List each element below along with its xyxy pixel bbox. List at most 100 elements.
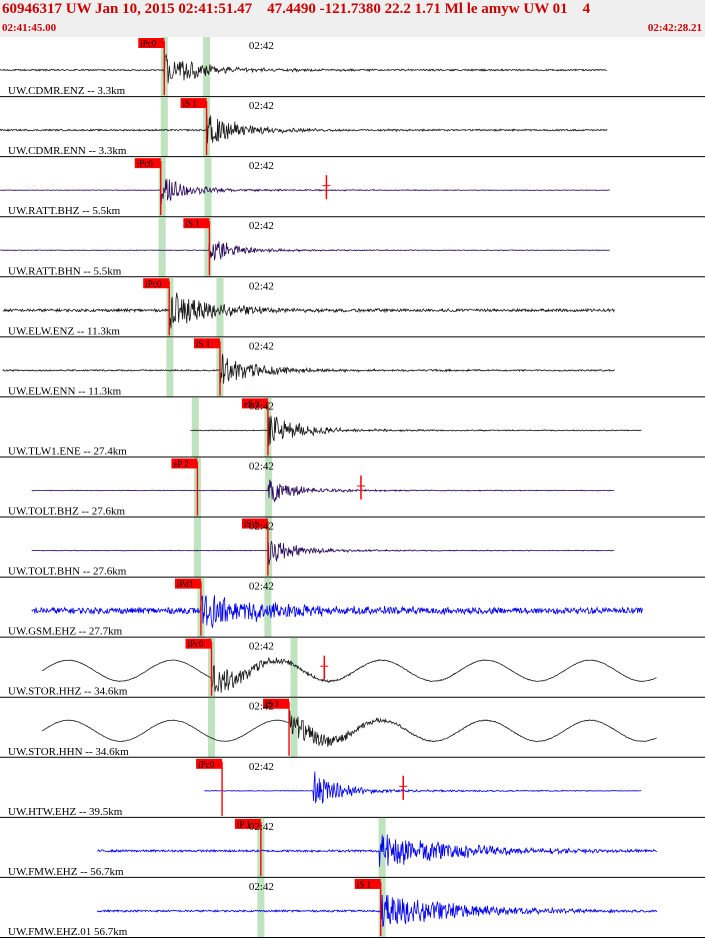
time-mark-label: 02:42: [249, 761, 274, 773]
phase-pick-label: iPc0: [145, 279, 162, 289]
phase-pick-label: iS 1: [244, 519, 258, 529]
time-mark-label: 02:42: [249, 40, 274, 52]
time-mark-label: 02:42: [249, 160, 274, 172]
station-label: UW.RATT.BHZ -- 5.5km: [8, 205, 121, 217]
waveform: [0, 241, 610, 261]
phase-pick-box: [134, 158, 161, 169]
end-time: 02:42:28.21: [647, 22, 702, 34]
phase-window: [257, 877, 265, 938]
phase-window: [166, 277, 174, 338]
phase-pick-label: iS 1: [196, 339, 210, 349]
trace-row: iPc0 02:42 UW.ELW.ENZ -- 11.3km: [0, 277, 705, 338]
phase-pick-box: [143, 278, 170, 289]
phase-pick-label: iPd1: [177, 579, 194, 589]
phase-pick-box: [234, 818, 261, 829]
phase-pick-label: eS 2: [244, 399, 260, 409]
time-mark-label: 02:42: [249, 100, 274, 112]
trace-row: iS 1 02:42 UW.CDMR.ENN -- 3.3km: [0, 97, 705, 158]
phase-pick-label: iPc0: [198, 759, 215, 769]
phase-pick-box: [171, 458, 198, 469]
waveform: [31, 595, 644, 628]
time-mark-label: 02:42: [249, 400, 274, 412]
phase-pick-label: iPc0: [137, 159, 154, 169]
time-mark-label: 02:42: [249, 581, 274, 593]
station-label: UW.TOLT.BHZ -- 27.6km: [8, 506, 125, 518]
waveform: [2, 353, 615, 384]
trace-row: iPd1 02:42 UW.GSM.EHZ -- 27.7km: [0, 577, 705, 638]
time-mark-label: 02:42: [249, 701, 274, 713]
time-mark-label: 02:42: [249, 521, 274, 533]
phase-pick-label: iP 1: [237, 819, 251, 829]
station-label: UW.STOR.HHZ -- 34.6km: [8, 686, 128, 698]
station-label: UW.RATT.BHN -- 5.5km: [8, 265, 122, 277]
phase-window: [264, 577, 272, 638]
phase-pick-label: iPc0: [140, 39, 157, 49]
trace-row: iS 102:42 UW.TOLT.BHN -- 27.6km: [0, 517, 705, 578]
time-mark-label: 02:42: [249, 460, 274, 472]
station-label: UW.ELW.ENN -- 11.3km: [8, 385, 122, 397]
station-label: UW.GSM.EHZ -- 27.7km: [8, 626, 123, 638]
time-mark-label: 02:42: [249, 220, 274, 232]
phase-window: [290, 697, 298, 758]
waveform: [31, 541, 615, 565]
phase-pick-box: [185, 638, 212, 649]
phase-pick-box: [196, 758, 223, 769]
phase-window: [290, 637, 298, 698]
phase-pick-box: [180, 98, 207, 109]
phase-pick-box: [174, 578, 201, 589]
station-label: UW.HTW.EHZ -- 39.5km: [8, 806, 123, 818]
event-title: 60946317 UW Jan 10, 2015 02:41:51.47 47.…: [2, 1, 591, 17]
station-label: UW.CDMR.ENN -- 3.3km: [8, 145, 127, 157]
waveform: [42, 710, 657, 747]
trace-row: eP 2 02:42 UW.TOLT.BHZ -- 27.6km: [0, 457, 705, 518]
trace-row: iP 102:42 UW.FMW.EHZ -- 56.7km: [0, 817, 705, 878]
phase-pick-box: [193, 338, 220, 349]
waveform: [0, 53, 608, 84]
phase-pick-box: [263, 698, 290, 709]
time-mark-label: 02:42: [249, 641, 274, 653]
phase-window: [207, 697, 216, 758]
phase-window: [204, 157, 212, 218]
phase-pick-label: iPc0: [188, 639, 205, 649]
trace-row: iPc0 02:42 UW.HTW.EHZ -- 39.5km: [0, 758, 705, 818]
station-label: UW.TOLT.BHN -- 27.6km: [8, 566, 127, 578]
phase-window: [378, 817, 386, 878]
trace-row: iPc0 02:42 UW.RATT.BHZ -- 5.5km: [0, 157, 705, 218]
event-header: 60946317 UW Jan 10, 2015 02:41:51.47 47.…: [0, 0, 705, 37]
phase-pick-label: iS 1: [185, 219, 199, 229]
waveform: [2, 292, 615, 329]
trace-row: iS 1 02:42 UW.RATT.BHN -- 5.5km: [0, 217, 705, 278]
phase-window: [166, 337, 174, 398]
waveform: [190, 415, 642, 446]
phase-pick-label: iS 1: [357, 879, 371, 889]
start-time: 02:41:45.00: [2, 22, 57, 34]
station-label: UW.FMW.EHZ -- 56.7km: [8, 866, 124, 878]
time-mark-label: 02:42: [249, 881, 274, 893]
trace-row: eS 202:42 UW.TLW1.ENE -- 27.4km: [0, 397, 705, 458]
station-label: UW.FMW.EHZ.01 56.7km: [8, 926, 128, 938]
phase-window: [158, 217, 166, 278]
trace-row: iPc0 02:42 UW.STOR.HHZ -- 34.6km: [0, 637, 705, 698]
waveform: [97, 834, 658, 867]
waveform: [31, 479, 615, 503]
station-label: UW.CDMR.ENZ -- 3.3km: [8, 85, 126, 97]
phase-window: [204, 217, 212, 278]
phase-window: [191, 397, 199, 458]
waveform: [96, 894, 658, 928]
trace-row: iPc0 02:42 UW.CDMR.ENZ -- 3.3km: [0, 37, 705, 98]
phase-pick-label: iS 1: [183, 99, 197, 109]
phase-pick-box: [241, 398, 268, 409]
phase-pick-box: [183, 218, 210, 229]
phase-window: [216, 277, 224, 338]
phase-pick-label: eP 2: [173, 459, 188, 469]
time-mark-label: 02:42: [249, 821, 274, 833]
phase-pick-box: [241, 518, 268, 529]
station-label: UW.TLW1.ENE -- 27.4km: [8, 445, 127, 457]
station-label: UW.STOR.HHN -- 34.6km: [8, 746, 129, 758]
phase-pick-box: [354, 878, 381, 889]
waveform: [0, 113, 608, 144]
phase-window: [160, 97, 168, 158]
time-mark-label: 02:42: [249, 340, 274, 352]
trace-row: iS 1 02:42 UW.ELW.ENN -- 11.3km: [0, 337, 705, 398]
